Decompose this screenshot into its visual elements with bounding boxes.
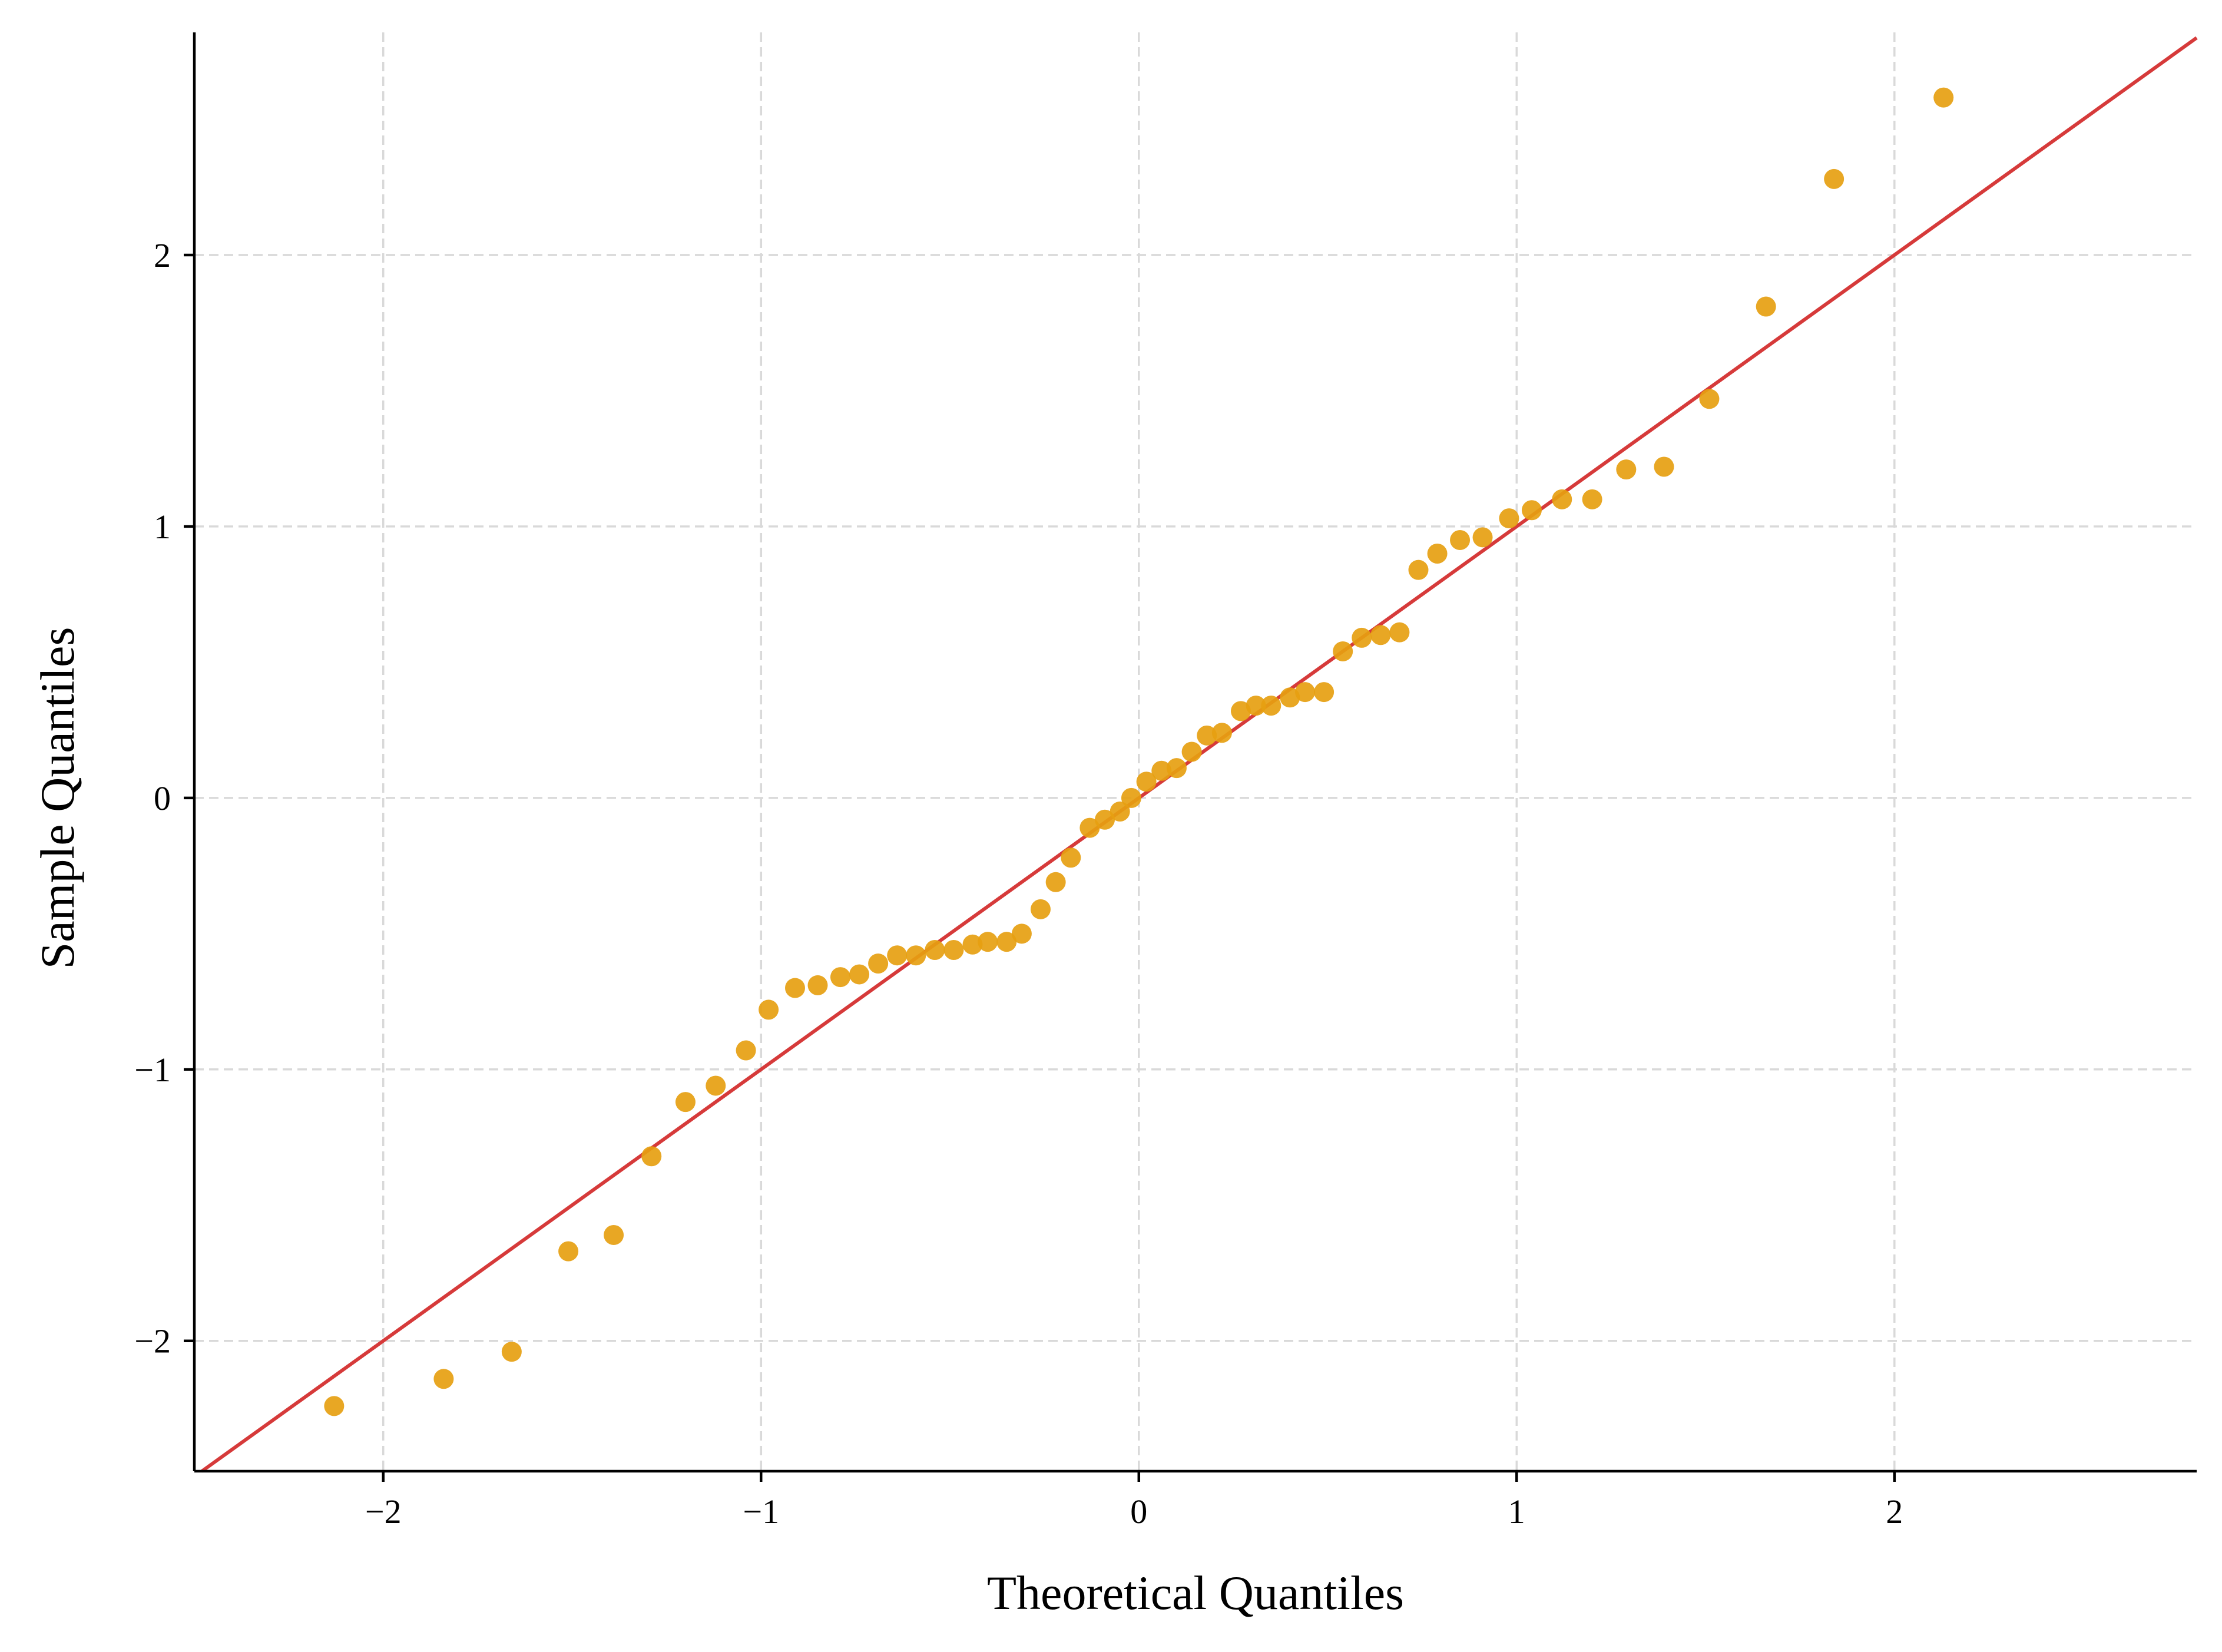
data-point [996,932,1017,952]
data-point [1521,500,1542,521]
y-tick-label: 1 [154,508,171,546]
data-point [1654,456,1674,477]
data-point [1699,389,1720,409]
data-point [1756,296,1776,317]
data-point [1616,459,1637,480]
data-point [887,945,908,966]
data-point [1045,872,1066,892]
data-point [604,1224,624,1245]
data-point [1552,489,1572,509]
x-tick-label: −2 [365,1492,402,1531]
x-tick-label: −1 [743,1492,779,1531]
data-point [1352,627,1372,648]
data-point [1166,758,1187,779]
data-point [1582,489,1602,509]
data-point [943,939,964,960]
data-point [1280,687,1300,708]
data-point [1121,787,1141,808]
data-point [868,954,889,974]
y-tick-label: −1 [134,1051,171,1089]
data-point [1136,772,1157,792]
data-point [849,964,870,985]
x-axis-ticks: −2 −1 0 1 2 [365,1471,1903,1531]
data-point [1824,168,1845,189]
data-point [706,1075,726,1096]
data-point [1095,809,1115,830]
data-point [1061,847,1081,868]
data-point [1450,529,1471,550]
data-point [1110,801,1130,822]
data-point [759,999,779,1020]
data-point [1261,696,1281,716]
data-point [906,945,926,966]
data-point [1030,899,1051,919]
data-point [1246,696,1266,716]
data-point [641,1146,662,1167]
data-point [785,978,805,998]
data-point [433,1369,454,1389]
data-point [1211,723,1232,743]
data-point [1370,625,1391,645]
x-axis-label: Theoretical Quantiles [987,1566,1404,1620]
grid [194,32,2197,1471]
x-tick-label: 1 [1508,1492,1525,1531]
data-point [1079,817,1100,838]
data-point [1472,527,1493,548]
data-point [1151,760,1172,781]
data-point [962,934,983,955]
data-point [324,1396,345,1416]
data-point [925,939,945,960]
y-axis-ticks: −2 −1 0 1 2 [134,236,194,1360]
data-point [675,1092,696,1113]
data-point [1011,923,1032,944]
data-point [1295,682,1316,703]
data-point [558,1241,579,1262]
data-point [1333,641,1353,661]
data-point [978,932,998,952]
data-point [501,1342,522,1362]
data-point [736,1040,756,1061]
data-point [830,967,850,988]
data-point [1408,560,1429,580]
y-tick-label: 2 [154,236,171,274]
data-points [324,87,1954,1416]
x-tick-label: 2 [1886,1492,1903,1531]
y-tick-label: −2 [134,1322,171,1360]
data-point [1933,87,1954,108]
y-axis-label: Sample Quantiles [31,627,84,969]
data-point [1197,725,1217,746]
data-point [1499,508,1519,529]
data-point [1314,682,1334,703]
data-point [807,975,828,995]
data-point [1230,701,1251,721]
x-tick-label: 0 [1130,1492,1147,1531]
y-tick-label: 0 [154,779,171,817]
data-point [1427,544,1448,564]
data-point [1181,741,1202,762]
data-point [1389,622,1410,643]
axes [193,32,2197,1473]
